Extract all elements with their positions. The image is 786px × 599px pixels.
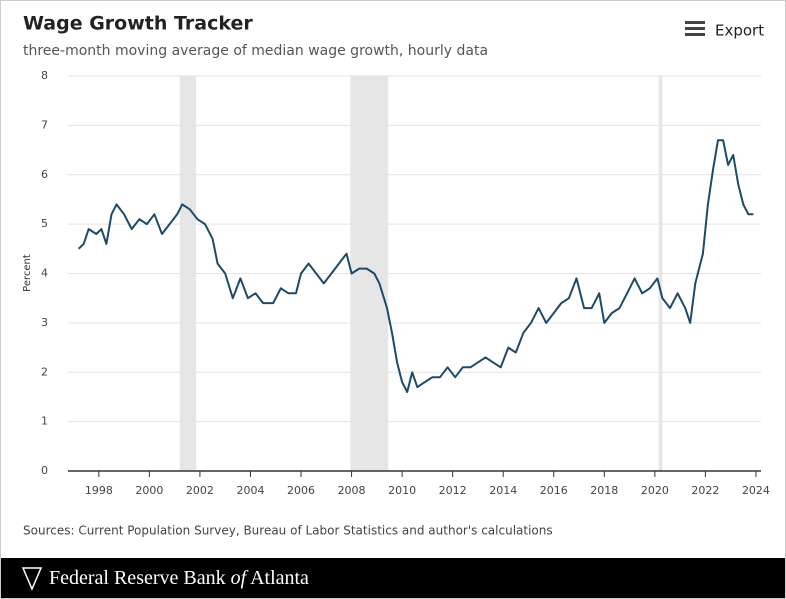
y-tick-label: 3 [41, 316, 48, 329]
menu-icon [685, 33, 705, 36]
footer-italic: of [231, 567, 249, 589]
footer-bar [1, 558, 785, 598]
footer-text: Federal Reserve Bank of Atlanta [49, 567, 309, 589]
y-tick-label: 6 [41, 168, 48, 181]
x-tick-label: 2018 [590, 484, 618, 497]
y-tick-label: 4 [41, 267, 48, 280]
export-button[interactable]: Export [685, 21, 764, 40]
menu-icon [685, 27, 705, 30]
x-tick-label: 2008 [338, 484, 366, 497]
x-tick-label: 2012 [439, 484, 467, 497]
chart-subtitle: three-month moving average of median wag… [23, 43, 488, 59]
export-label[interactable]: Export [715, 22, 764, 40]
x-tick-label: 2004 [236, 484, 264, 497]
source-note: Sources: Current Population Survey, Bure… [23, 524, 553, 538]
x-tick-label: 2006 [287, 484, 315, 497]
x-tick-label: 2010 [388, 484, 416, 497]
y-tick-label: 2 [41, 365, 48, 378]
y-tick-label: 5 [41, 217, 48, 230]
y-tick-label: 8 [41, 69, 48, 82]
y-tick-label: 1 [41, 415, 48, 428]
y-axis-label: Percent [22, 254, 33, 292]
line-series [77, 139, 754, 393]
footer-name: Federal Reserve Bank [49, 567, 231, 589]
x-tick-label: 2022 [691, 484, 719, 497]
x-tick-label: 2000 [135, 484, 163, 497]
x-tick-label: 2016 [540, 484, 568, 497]
y-tick-label: 7 [41, 118, 48, 131]
y-tick-label: 0 [41, 464, 48, 477]
x-tick-label: 2024 [742, 484, 770, 497]
x-tick-label: 2002 [186, 484, 214, 497]
chart-title: Wage Growth Tracker [23, 13, 253, 35]
x-tick-label: 2020 [641, 484, 669, 497]
footer-name: Atlanta [246, 567, 309, 589]
menu-icon [685, 21, 705, 24]
x-tick-label: 2014 [489, 484, 517, 497]
x-tick-label: 1998 [85, 484, 113, 497]
logo [21, 567, 43, 591]
